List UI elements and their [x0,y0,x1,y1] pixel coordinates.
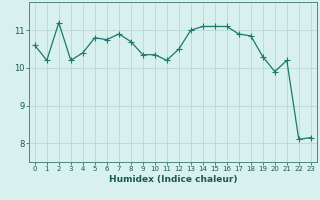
X-axis label: Humidex (Indice chaleur): Humidex (Indice chaleur) [108,175,237,184]
